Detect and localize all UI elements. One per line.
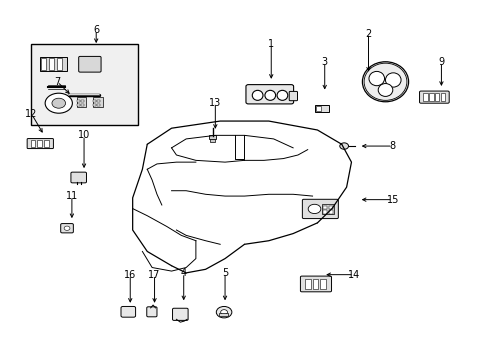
Text: 5: 5: [222, 268, 228, 278]
Ellipse shape: [385, 73, 400, 87]
FancyBboxPatch shape: [419, 91, 448, 103]
Ellipse shape: [364, 63, 406, 100]
Bar: [93, 100, 96, 103]
Bar: [81, 104, 84, 107]
FancyBboxPatch shape: [61, 224, 73, 233]
Circle shape: [339, 143, 348, 149]
Circle shape: [216, 306, 231, 318]
Bar: [434, 93, 439, 101]
Bar: [328, 206, 332, 209]
Text: 6: 6: [93, 25, 99, 35]
Bar: [209, 135, 216, 139]
Ellipse shape: [252, 90, 263, 100]
Ellipse shape: [362, 62, 408, 102]
Ellipse shape: [264, 90, 275, 100]
Bar: [49, 58, 54, 70]
Circle shape: [307, 204, 320, 213]
Bar: [322, 204, 334, 214]
Text: 1: 1: [267, 39, 274, 49]
Bar: [77, 104, 80, 107]
Text: 11: 11: [65, 191, 78, 201]
Bar: [40, 58, 67, 71]
Text: 17: 17: [148, 270, 161, 280]
Bar: [30, 44, 137, 125]
Text: 4: 4: [180, 268, 186, 278]
Text: 9: 9: [437, 57, 444, 67]
Bar: [219, 313, 228, 316]
FancyBboxPatch shape: [172, 308, 188, 320]
Text: 10: 10: [78, 130, 90, 140]
FancyBboxPatch shape: [302, 199, 338, 219]
Bar: [97, 104, 100, 107]
Bar: [93, 98, 102, 107]
Bar: [97, 100, 100, 103]
FancyBboxPatch shape: [146, 307, 157, 317]
Bar: [37, 140, 42, 147]
Bar: [30, 140, 35, 147]
Circle shape: [64, 226, 70, 230]
Bar: [57, 58, 61, 70]
Ellipse shape: [368, 71, 384, 86]
Text: 7: 7: [54, 77, 61, 87]
Text: 8: 8: [389, 141, 395, 151]
Bar: [77, 98, 86, 107]
Text: 16: 16: [124, 270, 136, 280]
Bar: [304, 279, 310, 289]
Circle shape: [52, 98, 65, 108]
Bar: [312, 279, 318, 289]
Bar: [440, 93, 445, 101]
Text: 3: 3: [321, 57, 327, 67]
Bar: [77, 100, 80, 103]
Bar: [423, 93, 427, 101]
Circle shape: [220, 310, 227, 315]
Bar: [328, 210, 332, 213]
Text: 12: 12: [25, 109, 38, 119]
FancyBboxPatch shape: [300, 276, 331, 292]
Circle shape: [45, 93, 72, 113]
FancyBboxPatch shape: [245, 85, 293, 104]
Bar: [41, 58, 46, 70]
FancyBboxPatch shape: [121, 306, 135, 317]
Bar: [210, 139, 215, 142]
Bar: [320, 279, 325, 289]
Text: 15: 15: [386, 195, 398, 204]
FancyBboxPatch shape: [27, 139, 53, 149]
Bar: [323, 206, 326, 209]
Bar: [428, 93, 433, 101]
Text: 14: 14: [347, 270, 359, 280]
Bar: [314, 105, 328, 112]
Bar: [81, 100, 84, 103]
Ellipse shape: [377, 84, 392, 96]
FancyBboxPatch shape: [79, 57, 101, 72]
Bar: [44, 140, 49, 147]
Text: 13: 13: [209, 98, 221, 108]
Bar: [323, 210, 326, 213]
Bar: [315, 106, 321, 111]
Ellipse shape: [277, 90, 287, 100]
Bar: [93, 104, 96, 107]
FancyBboxPatch shape: [288, 91, 297, 101]
Text: 2: 2: [365, 28, 371, 39]
FancyBboxPatch shape: [71, 172, 86, 183]
